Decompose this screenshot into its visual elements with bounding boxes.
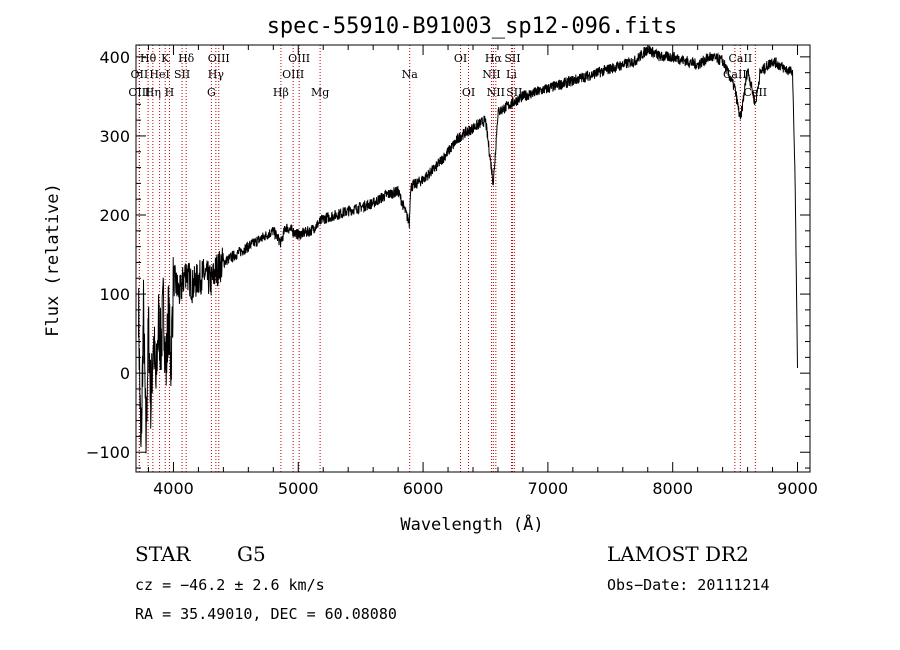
spectral-line-label: H xyxy=(165,86,175,99)
spectral-line-label: SII xyxy=(506,86,522,99)
spectral-line-label: SII xyxy=(504,52,520,65)
y-tick-label: 200 xyxy=(99,206,130,225)
spectral-line-label: Hβ xyxy=(273,86,289,99)
spectral-line-label: Hα xyxy=(485,52,503,65)
redshift-velocity: cz = −46.2 ± 2.6 km/s xyxy=(135,576,325,594)
x-tick-label: 9000 xyxy=(777,479,818,498)
spectral-line-label: OIII xyxy=(282,68,304,81)
spectral-line-label: OI xyxy=(454,52,467,65)
spectral-line-label: Hγ xyxy=(208,68,225,81)
spectral-line-label: OIII xyxy=(208,52,230,65)
spectral-line-label: OIII xyxy=(128,86,150,99)
spectral-line-label: CaII xyxy=(743,86,767,99)
spectrum-line xyxy=(138,45,798,454)
y-axis-label: Flux (relative) xyxy=(43,183,63,337)
survey-label: LAMOST DR2 xyxy=(607,542,749,566)
spectrum-layer xyxy=(138,45,798,454)
spectral-line-label: OIII xyxy=(288,52,310,65)
axis-ticks: 4000 5000 6000 7000 8000 9000 −100 0 100 200 300 40… xyxy=(86,45,818,498)
y-tick-label: 400 xyxy=(99,48,130,67)
spectral-line-label: OI xyxy=(462,86,475,99)
spectral-line-label: K xyxy=(161,52,170,65)
x-tick-label: 4000 xyxy=(153,479,194,498)
spectral-line-label: Hδ xyxy=(178,52,195,65)
x-tick-label: 6000 xyxy=(403,479,444,498)
x-tick-label: 8000 xyxy=(652,479,693,498)
spectrum-chart: spec-55910-B91003_sp12-096.fits Waveleng… xyxy=(43,14,818,535)
spectral-line-label: OII xyxy=(131,68,149,81)
spectral-line-label: NII xyxy=(482,68,500,81)
spectral-line-label: Hθ xyxy=(140,52,157,65)
spectral-line-label: HeI xyxy=(149,68,169,81)
object-subclass: G5 xyxy=(237,542,266,566)
y-tick-label: −100 xyxy=(86,443,130,462)
object-class: STAR xyxy=(135,542,191,566)
y-tick-label: 300 xyxy=(99,127,130,146)
spectral-line-label: NII xyxy=(487,86,505,99)
spectral-labels-layer: Hθ OII OIII K HeI Hη Hδ SII H OIII Hγ G OIII OIII Hβ Mg… xyxy=(128,52,767,99)
spectral-line-label: Mg xyxy=(311,86,329,99)
x-tick-label: 7000 xyxy=(528,479,569,498)
observation-date: Obs−Date: 20111214 xyxy=(607,576,770,594)
spectral-line-label: Li xyxy=(506,68,517,81)
spectral-line-label: Na xyxy=(402,68,419,81)
x-tick-label: 5000 xyxy=(278,479,319,498)
y-tick-label: 0 xyxy=(120,364,130,383)
spectral-line-label: CaII xyxy=(729,52,753,65)
y-tick-label: 100 xyxy=(99,285,130,304)
spectral-line-label: SII xyxy=(174,68,190,81)
spectral-line-label: G xyxy=(207,86,216,99)
x-axis-label: Wavelength (Å) xyxy=(400,513,543,535)
spectral-line-label: Hη xyxy=(145,86,161,99)
chart-title: spec-55910-B91003_sp12-096.fits xyxy=(267,14,678,39)
coordinates: RA = 35.49010, DEC = 60.08080 xyxy=(135,605,397,623)
